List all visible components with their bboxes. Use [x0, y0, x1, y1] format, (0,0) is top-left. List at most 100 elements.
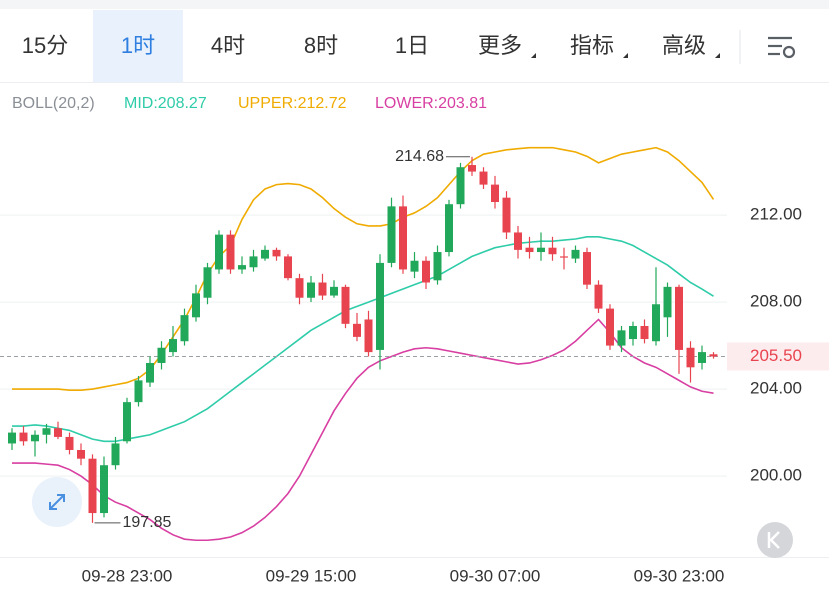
tab-label: 更多 — [478, 33, 522, 58]
candle — [111, 436, 120, 470]
tab-label: 4时 — [211, 33, 245, 58]
candle — [353, 312, 361, 342]
tab-label: 1时 — [121, 33, 155, 58]
candle — [502, 191, 511, 239]
tab[interactable]: 4时 — [211, 33, 245, 58]
candle — [479, 167, 488, 189]
candle — [410, 252, 419, 279]
x-tick-label: 09-30 23:00 — [634, 566, 725, 585]
candle-body — [42, 428, 51, 435]
candle — [272, 247, 281, 261]
candle-body — [514, 232, 522, 250]
candle — [468, 156, 476, 176]
back-button[interactable] — [757, 522, 793, 558]
tab-label: 高级 — [662, 33, 706, 58]
candle-body — [157, 347, 166, 363]
legend-entry: UPPER:212.72 — [238, 95, 347, 112]
candle — [698, 345, 706, 370]
candle-body — [594, 284, 603, 309]
candle-body — [525, 247, 534, 253]
candle-body — [583, 252, 591, 285]
candle — [318, 273, 327, 300]
tab-label: 8时 — [304, 33, 338, 58]
candle — [560, 247, 568, 270]
candle — [364, 310, 373, 357]
candle — [376, 254, 384, 370]
candle — [640, 319, 649, 344]
expand-button[interactable] — [32, 477, 82, 527]
candle-body — [456, 167, 465, 205]
tab[interactable]: 8时 — [304, 33, 338, 58]
candle — [491, 175, 499, 209]
candle-body — [272, 249, 281, 257]
tab-label: 指标 — [570, 33, 614, 58]
candle — [180, 308, 189, 346]
candle — [169, 326, 177, 357]
candle — [422, 256, 430, 290]
candle — [583, 247, 591, 290]
tab-bar: 15分 1时 4时 8时 1日 更多 指标 高级 — [22, 10, 720, 82]
candle-body — [261, 249, 269, 259]
candle-body — [318, 282, 327, 296]
candle-body — [295, 278, 304, 298]
tab[interactable]: 1时 — [93, 10, 183, 82]
candle-body — [491, 184, 499, 203]
top-strip — [0, 0, 829, 9]
tab[interactable]: 1日 — [395, 33, 429, 58]
candle — [134, 376, 143, 407]
tab[interactable]: 指标 — [570, 33, 628, 58]
x-tick-label: 09-28 23:00 — [82, 566, 173, 585]
indicator-legend: BOLL(20,2) MID:208.27 UPPER:212.72 LOWER:20… — [12, 95, 487, 112]
candle — [675, 284, 683, 374]
candle — [456, 162, 465, 209]
candle — [203, 262, 212, 305]
candle-body — [19, 432, 28, 442]
candle-body — [284, 256, 292, 279]
settings-icon[interactable] — [768, 36, 796, 59]
candle-body — [8, 432, 16, 444]
candle — [652, 267, 660, 346]
candle — [525, 236, 534, 259]
candle-body — [341, 286, 350, 324]
candle-body — [502, 197, 511, 233]
candle — [571, 245, 580, 263]
candle — [686, 341, 695, 383]
tab[interactable]: 更多 — [478, 33, 536, 58]
candle-body — [169, 339, 177, 353]
candle — [226, 230, 235, 274]
candle — [709, 352, 718, 359]
candle — [617, 326, 626, 353]
indicator-name: BOLL(20,2) — [12, 95, 95, 112]
candle-body — [422, 260, 430, 283]
candle — [192, 284, 200, 322]
candle — [100, 456, 108, 518]
candle — [307, 275, 315, 303]
candle-body — [330, 286, 338, 296]
band-line — [12, 318, 714, 542]
y-tick-label: 200.00 — [750, 466, 802, 485]
candle — [284, 254, 292, 281]
tab[interactable]: 15分 — [22, 33, 68, 58]
candle — [54, 421, 62, 440]
candle-body — [31, 434, 39, 442]
candle-body — [560, 256, 568, 258]
high-label: 214.68 — [395, 148, 444, 165]
candle-body — [606, 308, 614, 346]
candle-body — [65, 436, 74, 450]
candle-body — [617, 330, 626, 346]
candle-body — [652, 304, 660, 342]
candle-body — [364, 319, 373, 353]
y-tick-label: 208.00 — [750, 292, 802, 311]
tab-highlight — [93, 10, 183, 82]
candle-body — [226, 234, 235, 270]
candle-body — [640, 326, 649, 340]
plot-area: 200.00 204.00 208.00 212.00 09-28 23:00 09-29… — [0, 146, 829, 585]
candle-body — [537, 247, 545, 253]
candle — [330, 280, 338, 298]
tab[interactable]: 高级 — [662, 33, 720, 58]
candle — [663, 282, 672, 337]
candle — [261, 245, 269, 261]
candle — [238, 256, 246, 274]
candle — [445, 199, 453, 257]
candle-body — [307, 282, 315, 298]
